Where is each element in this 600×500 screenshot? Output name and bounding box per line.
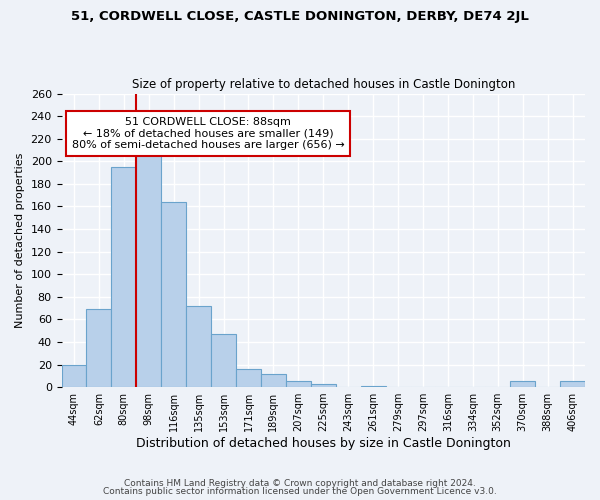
Bar: [186, 306, 211, 387]
Bar: [136, 144, 161, 387]
Bar: [62, 364, 86, 387]
Bar: [560, 382, 585, 387]
Text: Contains HM Land Registry data © Crown copyright and database right 2024.: Contains HM Land Registry data © Crown c…: [124, 478, 476, 488]
Bar: [311, 384, 336, 387]
Bar: [361, 386, 386, 387]
Bar: [510, 382, 535, 387]
Bar: [261, 374, 286, 387]
Bar: [286, 382, 311, 387]
Bar: [112, 167, 136, 387]
Text: 51, CORDWELL CLOSE, CASTLE DONINGTON, DERBY, DE74 2JL: 51, CORDWELL CLOSE, CASTLE DONINGTON, DE…: [71, 10, 529, 23]
Text: Contains public sector information licensed under the Open Government Licence v3: Contains public sector information licen…: [103, 487, 497, 496]
Y-axis label: Number of detached properties: Number of detached properties: [15, 152, 25, 328]
Bar: [161, 202, 186, 387]
Bar: [86, 309, 112, 387]
Bar: [236, 369, 261, 387]
Title: Size of property relative to detached houses in Castle Donington: Size of property relative to detached ho…: [131, 78, 515, 91]
X-axis label: Distribution of detached houses by size in Castle Donington: Distribution of detached houses by size …: [136, 437, 511, 450]
Text: 51 CORDWELL CLOSE: 88sqm
← 18% of detached houses are smaller (149)
80% of semi-: 51 CORDWELL CLOSE: 88sqm ← 18% of detach…: [72, 117, 344, 150]
Bar: [211, 334, 236, 387]
